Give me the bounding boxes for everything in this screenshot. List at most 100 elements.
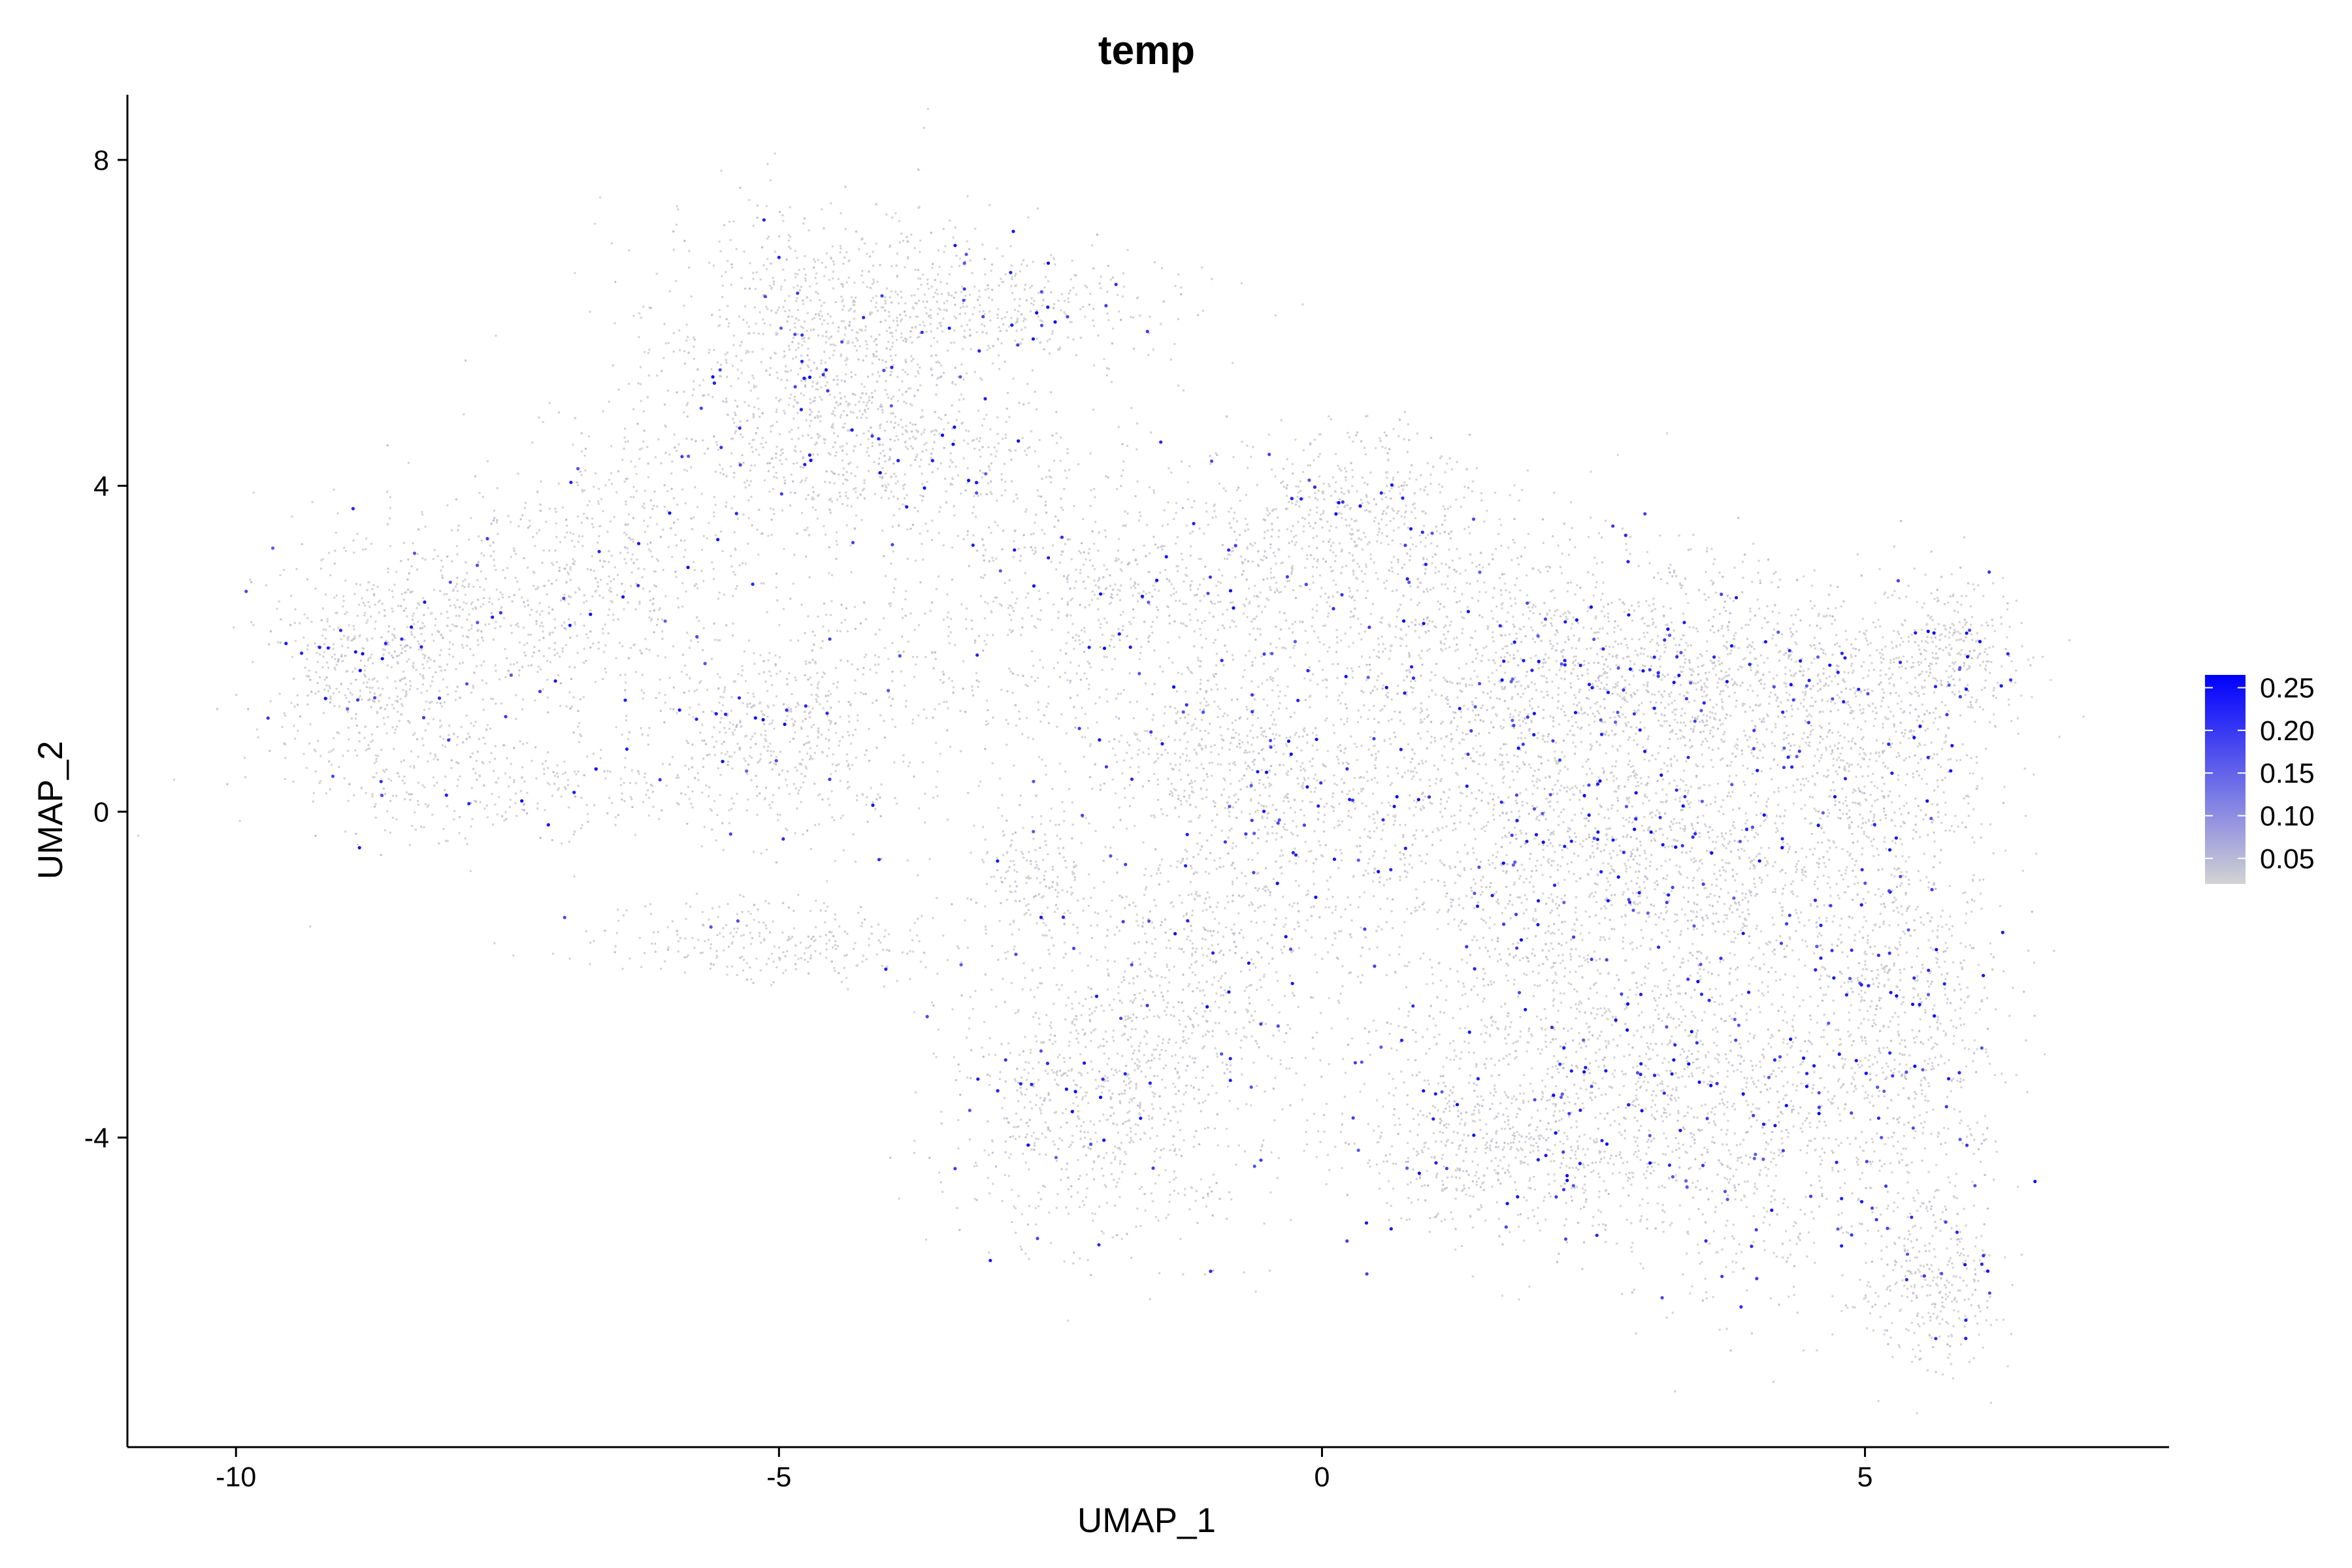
- cell-point: [1211, 278, 1213, 280]
- cell-point: [353, 593, 356, 595]
- cell-point: [448, 734, 450, 736]
- cell-point: [1006, 391, 1009, 395]
- cell-point: [774, 654, 777, 657]
- cell-point: [749, 702, 751, 705]
- cell-point: [393, 583, 396, 586]
- cell-point: [492, 770, 495, 772]
- cell-point: [1019, 804, 1021, 806]
- cell-point: [742, 969, 745, 972]
- cell-point: [1024, 572, 1027, 574]
- cell-point: [648, 590, 651, 593]
- cell-point: [327, 551, 331, 554]
- cell-point: [358, 635, 361, 638]
- cell-point: [563, 621, 566, 624]
- cell-point: [981, 858, 984, 861]
- cell-point: [885, 347, 888, 350]
- cell-point: [889, 602, 892, 605]
- cell-point: [713, 511, 715, 514]
- cell-point: [896, 497, 899, 500]
- cell-point: [753, 306, 757, 308]
- cell-point: [809, 944, 811, 947]
- cell-point: [342, 659, 344, 662]
- cell-point: [1177, 273, 1180, 276]
- cell-point: [911, 939, 914, 941]
- cell-point: [421, 737, 424, 740]
- cell-point: [400, 651, 403, 655]
- cell-point: [880, 783, 883, 786]
- cell-point: [542, 762, 544, 765]
- cell-point: [356, 843, 359, 846]
- cell-point: [814, 276, 817, 280]
- cell-point: [1153, 683, 1156, 685]
- cell-point: [794, 355, 798, 359]
- cell-point: [917, 168, 920, 171]
- cell-point: [574, 591, 577, 594]
- cell-point: [696, 368, 699, 371]
- cell-point: [1019, 900, 1021, 903]
- cell-point: [909, 330, 912, 333]
- cell-point: [729, 465, 732, 468]
- cell-point: [309, 678, 312, 681]
- cell-point: [816, 414, 819, 417]
- cell-point: [591, 555, 593, 558]
- cell-point: [1000, 902, 1002, 905]
- cell-point: [828, 719, 831, 722]
- cell-point: [1073, 504, 1075, 508]
- cell-point: [599, 196, 602, 199]
- cell-point: [382, 769, 385, 772]
- cell-point: [999, 330, 1002, 333]
- cell-point: [715, 839, 717, 842]
- cell-point: [663, 403, 666, 406]
- cell-point: [604, 777, 607, 780]
- cell-point: [521, 666, 524, 668]
- cell-point: [361, 597, 363, 600]
- cell-point: [623, 608, 625, 611]
- cell-point: [1232, 659, 1235, 661]
- cell-point: [628, 731, 631, 734]
- cell-point: [728, 322, 730, 325]
- cell-point: [329, 625, 331, 628]
- cell-point: [480, 570, 483, 573]
- cell-point: [1040, 982, 1043, 985]
- cell-point: [871, 445, 874, 448]
- cell-point: [557, 674, 560, 677]
- cell-point: [784, 365, 787, 368]
- cell-point: [551, 953, 555, 955]
- cell-point: [493, 510, 496, 512]
- cell-point: [1088, 776, 1092, 779]
- cell-point: [978, 289, 981, 292]
- cell-point: [309, 723, 312, 726]
- cell-point: [1271, 689, 1274, 692]
- cell-point: [978, 295, 981, 298]
- cell-point: [1079, 336, 1082, 339]
- cell-point: [1021, 626, 1024, 629]
- cell-point: [753, 919, 756, 921]
- cell-point: [649, 499, 652, 502]
- cell-point: [657, 618, 659, 621]
- cell-point: [1200, 634, 1202, 636]
- cell-point: [561, 506, 564, 509]
- cell-point: [829, 706, 832, 709]
- cell-point: [715, 949, 718, 953]
- cell-point: [442, 828, 445, 830]
- cell-point: [782, 902, 785, 905]
- cell-point: [1007, 607, 1010, 610]
- cell-point: [344, 694, 347, 697]
- cell-point: [864, 325, 868, 328]
- cell-point: [1036, 617, 1039, 621]
- cell-point: [749, 913, 752, 915]
- cell-point: [825, 956, 828, 959]
- cell-point: [841, 300, 843, 303]
- cell-point: [796, 256, 798, 259]
- cell-point: [1028, 851, 1030, 853]
- cell-point: [854, 860, 857, 863]
- cell-point: [799, 941, 802, 944]
- cell-point: [216, 708, 219, 711]
- cell-point: [913, 776, 915, 778]
- cell-point: [1080, 841, 1083, 845]
- cell-point: [1064, 299, 1066, 302]
- cell-point: [719, 774, 722, 776]
- cell-point: [1180, 622, 1183, 625]
- cell-point: [1074, 639, 1077, 642]
- cell-point: [527, 604, 530, 606]
